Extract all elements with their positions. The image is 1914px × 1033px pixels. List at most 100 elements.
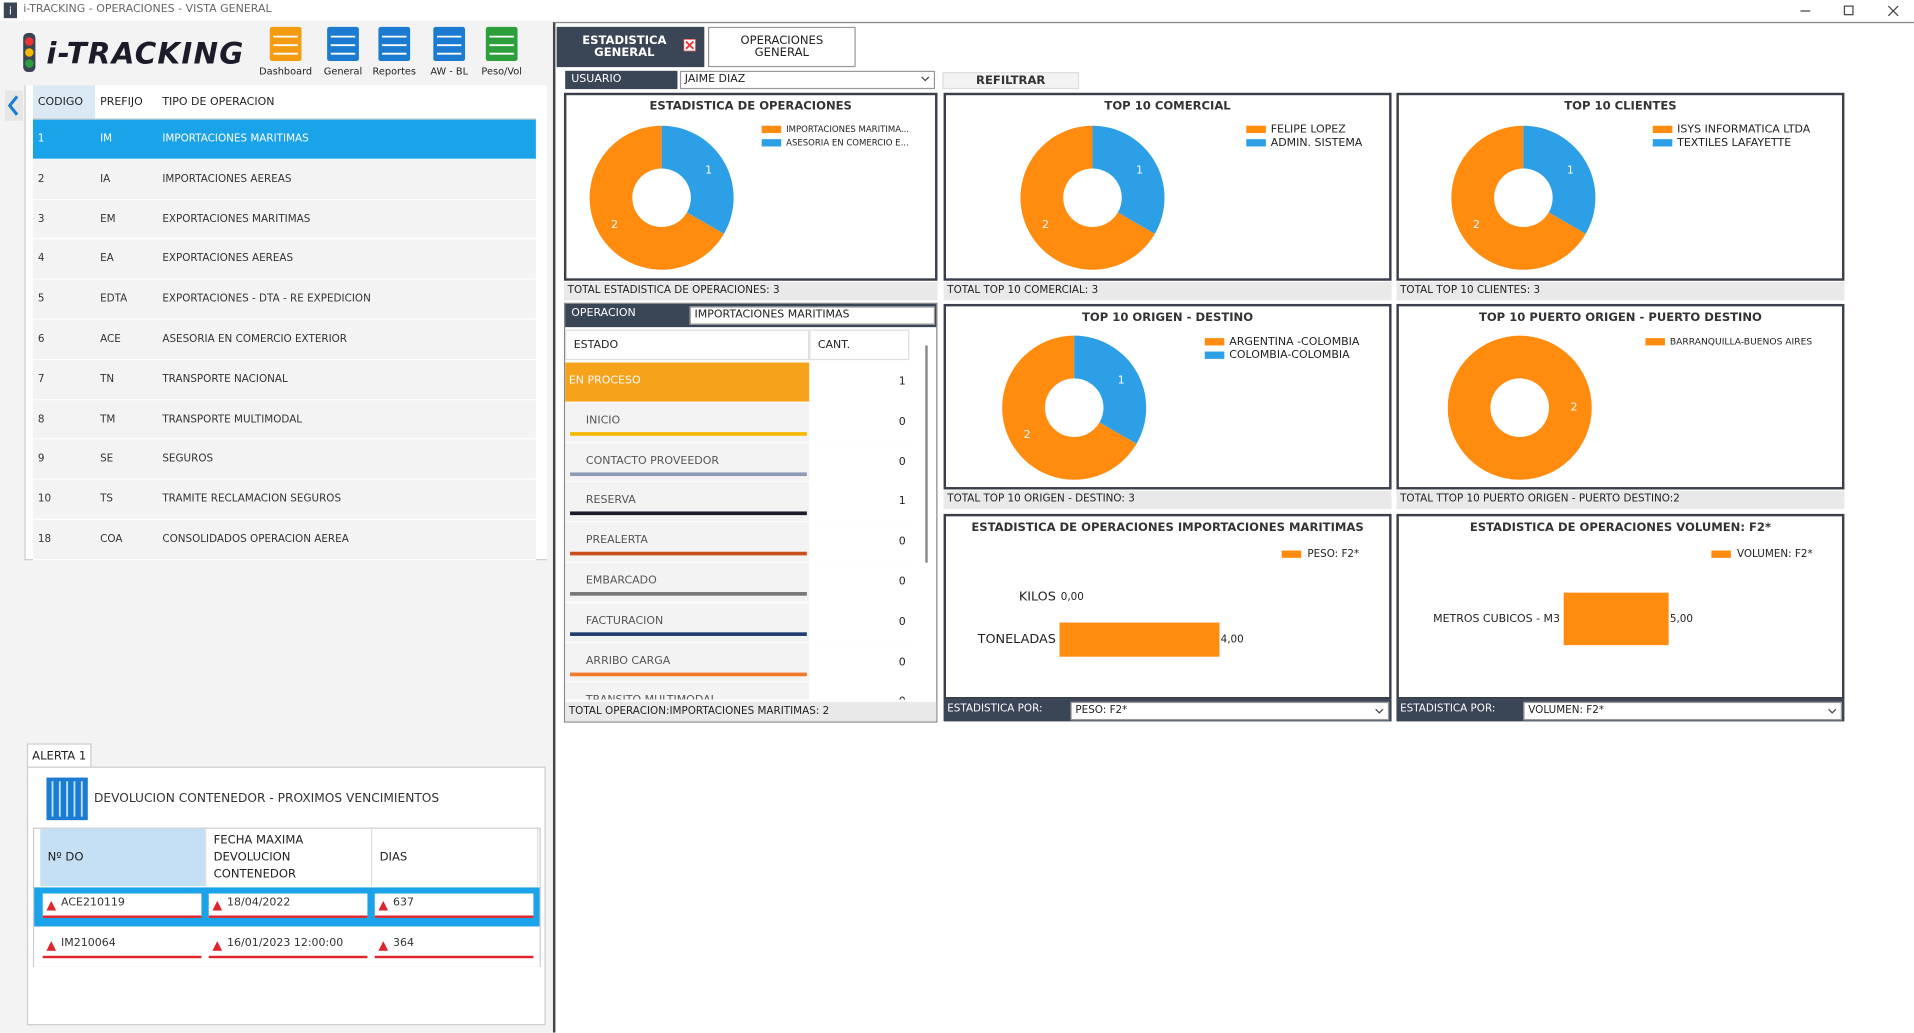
button-icon-frame <box>433 26 466 62</box>
chart-title: ESTADISTICA DE OPERACIONES VOLUMEN: F2* <box>1470 520 1771 534</box>
table-cell: ASESORIA EN COMERCIO EXTERIOR <box>162 333 348 346</box>
alert-cell: ACE210119 <box>42 893 202 918</box>
warning-triangle <box>46 941 57 951</box>
table-row[interactable]: 18 COA CONSOLIDADOS OPERACION AEREA <box>32 520 536 561</box>
slice-label: 2 <box>1473 218 1480 231</box>
column-header[interactable]: DIAS <box>372 828 539 887</box>
legend-swatch <box>761 125 782 134</box>
status-name: ARRIBO CARGA <box>585 654 671 668</box>
refilter-button[interactable]: REFILTRAR <box>942 72 1080 90</box>
table-row[interactable]: 2 IA IMPORTACIONES AEREAS <box>32 159 536 200</box>
logo-icon <box>23 32 36 73</box>
status-count: 0 <box>809 682 910 700</box>
alert-tab[interactable]: ALERTA 1 <box>26 743 92 768</box>
toolbar-button[interactable]: Reportes <box>367 24 421 80</box>
column-header[interactable]: FECHA MAXIMA DEVOLUCION CONTENEDOR <box>206 828 373 887</box>
alert-row[interactable]: ACE210119 18/04/2022 637 <box>34 887 540 927</box>
chart-title: TOP 10 CLIENTES <box>1564 99 1676 113</box>
logo: i-TRACKING <box>46 36 245 71</box>
donut-slice <box>589 125 724 270</box>
table-row[interactable]: 7 TN TRANSPORTE NACIONAL <box>32 359 536 400</box>
column-header[interactable]: CODIGO <box>32 85 96 120</box>
status-count: 0 <box>809 522 910 562</box>
table-cell: TRANSPORTE NACIONAL <box>162 373 288 386</box>
stat-select[interactable]: PESO: F2* <box>1070 701 1390 721</box>
donut-slice <box>1451 125 1586 270</box>
table-row[interactable]: 6 ACE ASESORIA EN COMERCIO EXTERIOR <box>32 319 536 360</box>
user-select[interactable]: JAIME DIAZ <box>679 70 936 90</box>
legend-label: TEXTILES LAFAYETTE <box>1676 136 1791 149</box>
status-row[interactable]: EN PROCESO 1 <box>565 362 910 403</box>
table-row[interactable]: 8 TM TRANSPORTE MULTIMODAL <box>32 399 536 440</box>
tab-close[interactable] <box>683 39 696 52</box>
chart: TOP 10 ORIGEN - DESTINO 2 ARGENTINA -COLOM… <box>1002 310 1360 480</box>
status-row[interactable]: TRANSITO MULTIMODAL 0 <box>565 682 910 700</box>
window-controls[interactable] <box>1782 2 1904 18</box>
status-row[interactable]: INICIO 0 <box>565 402 910 443</box>
toolbar-buttons: Dashboard General Reportes AW - BL Peso/Vol <box>259 24 552 83</box>
status-row[interactable]: CONTACTO PROVEEDOR 0 <box>565 442 910 483</box>
table-row[interactable]: 9 SE SEGUROS <box>32 439 536 480</box>
table-cell: SEGUROS <box>162 453 214 466</box>
category-label: KILOS <box>1019 589 1056 604</box>
chart: TOP 10 CLIENTES 2 ISYS INFORMATICA LTDA 1 TE… <box>1451 99 1811 270</box>
operation-select[interactable]: IMPORTACIONES MARITIMAS <box>689 306 936 325</box>
chart-total: TOTAL TOP 10 ORIGEN - DESTINO: 3 <box>943 490 1392 510</box>
status-row[interactable]: RESERVA 1 <box>565 482 910 523</box>
scrollbar <box>925 345 928 563</box>
button-icon-frame <box>378 26 411 62</box>
table-cell: EDTA <box>100 293 128 306</box>
chart: ESTADISTICA DE OPERACIONES IMPORTACIONES… <box>971 520 1364 657</box>
warning-triangle <box>212 941 223 951</box>
table-row[interactable]: 1 IM IMPORTACIONES MARITIMAS <box>32 119 536 160</box>
table-row[interactable]: 5 EDTA EXPORTACIONES - DTA - RE EXPEDICION <box>32 279 536 320</box>
toolbar-button[interactable]: Dashboard <box>259 24 313 80</box>
arrow <box>1828 708 1837 714</box>
column-header[interactable]: Nº DO <box>40 828 207 887</box>
table-cell: IM <box>100 133 113 146</box>
donut-slice <box>1523 125 1596 234</box>
status-name: PREALERTA <box>585 534 648 548</box>
table-row[interactable]: 4 EA EXPORTACIONES AEREAS <box>32 239 536 280</box>
filter-label: USUARIO <box>565 70 678 90</box>
legend-label: ISYS INFORMATICA LTDA <box>1677 122 1811 135</box>
toolbar-button[interactable]: AW - BL <box>422 24 476 80</box>
table-cell: TRANSPORTE MULTIMODAL <box>162 413 303 426</box>
table-row[interactable]: 3 EM EXPORTACIONES MARITIMAS <box>32 199 536 240</box>
status-underline <box>570 471 807 476</box>
alert-cell: 637 <box>374 893 534 918</box>
table-row[interactable]: 10 TS TRAMITE RECLAMACION SEGUROS <box>32 479 536 520</box>
alert-title: DEVOLUCION CONTENEDOR - PROXIMOS VENCIMI… <box>93 792 440 806</box>
legend-swatch <box>1711 550 1731 558</box>
column-header[interactable]: PREFIJO <box>95 85 158 120</box>
table-cell: EXPORTACIONES AEREAS <box>162 253 294 266</box>
chart: TOP 10 COMERCIAL 2 FELIPE LOPEZ 1 ADMIN. SIS… <box>1020 99 1363 270</box>
tab[interactable]: OPERACIONES GENERAL <box>707 26 856 68</box>
status-count: 1 <box>809 482 910 522</box>
alert-value: 364 <box>393 937 415 950</box>
column-header[interactable]: TIPO DE OPERACION <box>157 85 536 120</box>
chart-total: TOTAL TTOP 10 PUERTO ORIGEN - PUERTO DES… <box>1396 490 1845 510</box>
table-cell: TM <box>100 413 116 426</box>
stat-row: ESTADISTICA POR: PESO: F2* <box>943 699 1392 722</box>
stat-select[interactable]: VOLUMEN: F2* <box>1523 701 1842 721</box>
button-icon <box>269 26 302 62</box>
toolbar-button[interactable]: Peso/Vol <box>475 24 529 80</box>
app-icon: i <box>3 2 18 19</box>
slice-label: 1 <box>1567 164 1574 177</box>
column-header[interactable]: CANT. <box>809 329 910 361</box>
status-row[interactable]: FACTURACION 0 <box>565 602 910 643</box>
status-row[interactable]: PREALERTA 0 <box>565 522 910 563</box>
collapse-arrow[interactable] <box>4 90 24 121</box>
tab-active[interactable]: ESTADISTICA GENERAL <box>556 26 705 68</box>
value-label: 0,00 <box>1061 591 1084 603</box>
status-row[interactable]: ARRIBO CARGA 0 <box>565 642 910 683</box>
bar <box>1563 592 1669 646</box>
status-row[interactable]: EMBARCADO 0 <box>565 562 910 603</box>
status-count: 0 <box>809 562 910 602</box>
table-cell: EXPORTACIONES - DTA - RE EXPEDICION <box>162 293 371 306</box>
alert-row[interactable]: IM210064 16/01/2023 12:00:00 364 <box>34 927 540 967</box>
toolbar-button[interactable]: General <box>316 24 370 80</box>
column-header[interactable]: ESTADO <box>565 329 810 361</box>
table-cell: 9 <box>37 453 45 466</box>
